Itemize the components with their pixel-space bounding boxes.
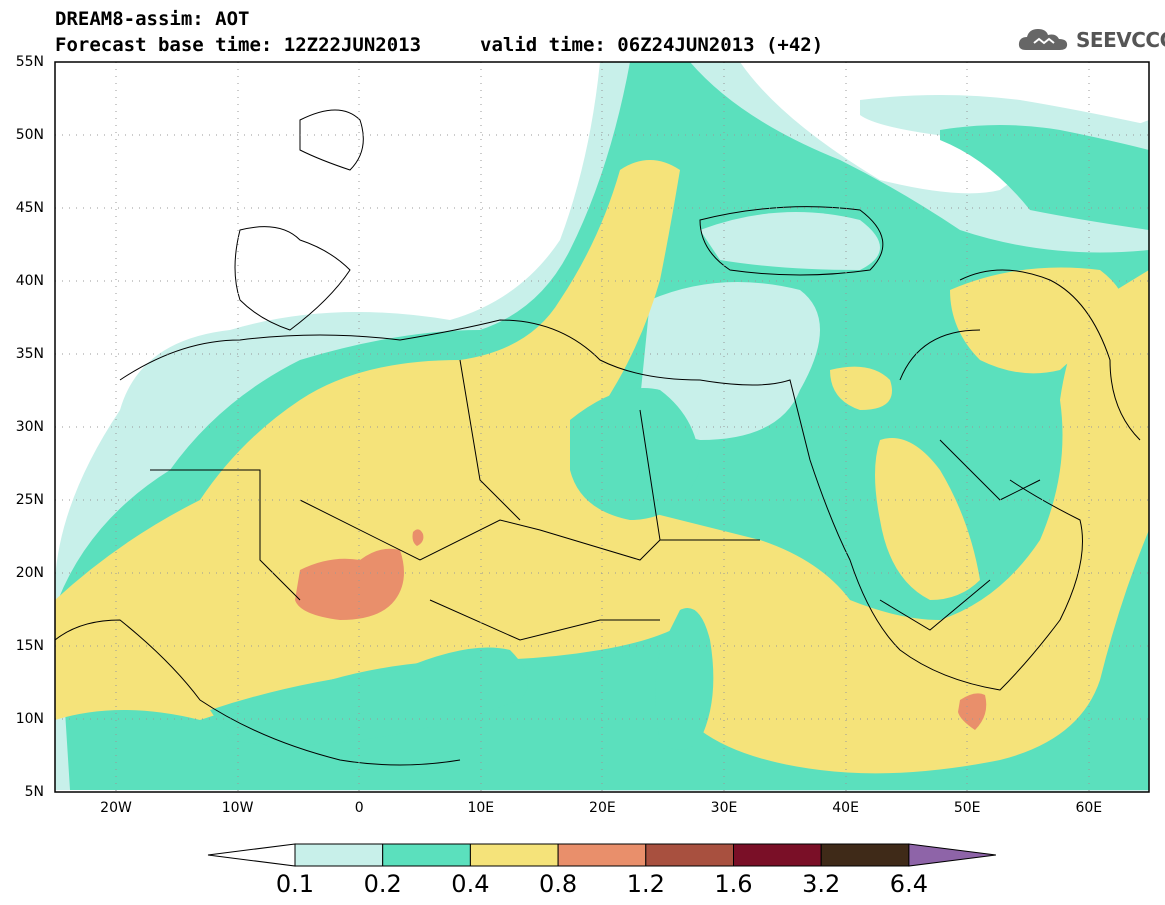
lat-tick-label: 40N [15,273,44,289]
lat-tick-label: 50N [15,127,44,143]
aot-contour-0.4-iran [950,267,1127,374]
colorbar-level-label: 0.1 [275,870,315,898]
valid-time: valid time: 06Z24JUN2013 (+42) [480,34,824,56]
colorbar-swatch [382,843,471,867]
colorbar-under-triangle [207,843,296,867]
clean-air-east-med [640,282,820,440]
aot-contour-0.2-sahel [210,647,528,745]
colorbar [207,843,996,867]
lat-tick-label: 20N [15,565,44,581]
lon-tick-label: 30E [710,800,738,816]
map-frame [54,61,1150,793]
lon-tick-label: 0 [354,800,364,816]
cloud-icon [1018,29,1068,50]
colorbar-level-label: 0.8 [539,870,578,898]
colorbar-swatch [645,843,734,867]
aot-contour-0.4 [55,160,1149,774]
lat-tick-label: 30N [15,419,44,435]
lon-tick-label: 20E [589,800,616,816]
seevccc-logo: SEEVCCC [1016,22,1165,56]
colorbar-swatch [733,843,822,867]
lon-tick-label: 40E [832,800,859,816]
lon-tick-label: 60E [1075,800,1103,816]
colorbar-over-triangle [908,843,996,867]
colorbar-swatch [557,843,647,867]
lon-tick-label: 10W [221,800,254,816]
forecast-base-time: Forecast base time: 12Z22JUN2013 [55,34,422,56]
aot-contour-0.2-chad [655,608,714,750]
aot-contour-0.2b [940,125,1149,230]
lat-tick-label: 25N [15,492,44,508]
colorbar-level-label: 0.2 [363,870,402,898]
map-title: DREAM8-assim: AOT [55,8,250,30]
lon-tick-label: 50E [953,800,981,816]
lat-tick-label: 55N [15,54,44,70]
aot-contour-0.8-small [412,529,424,546]
colorbar-swatch [469,843,559,867]
colorbar-level-label: 0.4 [451,870,490,898]
aot-contour-0.8-mali [295,548,404,620]
colorbar-level-label: 1.6 [714,870,753,898]
aot-contour-0.2-egypt [570,388,700,520]
colorbar-swatch [820,843,910,867]
lat-tick-label: 35N [15,346,44,362]
colorbar-level-label: 1.2 [626,870,665,898]
aot-contour-0.8-somalia [958,693,987,730]
gridlines [55,62,1149,792]
colorbar-level-label: 6.4 [889,870,928,898]
colorbar-swatch [294,843,384,867]
lat-tick-label: 5N [24,784,44,800]
lat-tick-label: 45N [15,200,44,216]
aot-contour-0.4-sudan [875,438,980,600]
colorbar-level-label: 3.2 [802,870,841,898]
clean-air-black-sea [700,212,880,270]
logo-text: SEEVCCC [1076,28,1165,52]
lat-tick-label: 10N [15,711,44,727]
lon-tick-label: 10E [467,800,495,816]
lat-tick-label: 15N [15,638,44,654]
lon-tick-label: 20W [100,800,132,816]
